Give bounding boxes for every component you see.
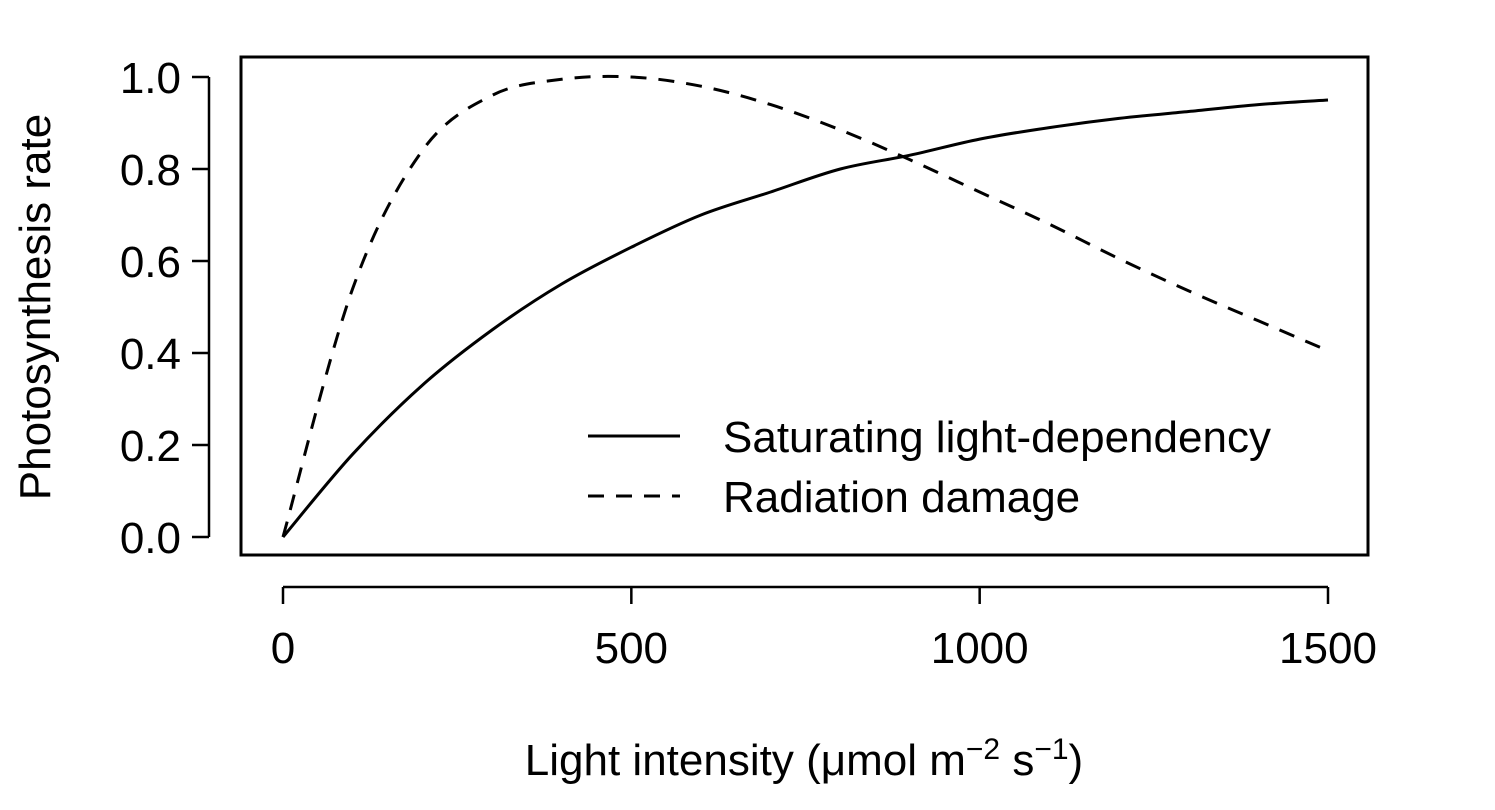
y-tick-label: 0.8 bbox=[120, 146, 181, 195]
series-line-saturating bbox=[281, 98, 1329, 538]
y-tick-label: 0.4 bbox=[120, 330, 181, 379]
legend: Saturating light-dependency Radiation da… bbox=[588, 413, 1271, 522]
series-line-radiation-damage bbox=[281, 74, 1329, 538]
plot-frame bbox=[239, 55, 1370, 557]
legend-label-saturating: Saturating light-dependency bbox=[723, 413, 1271, 462]
y-tick-label: 0.6 bbox=[120, 238, 181, 287]
y-tick-label: 0.2 bbox=[120, 422, 181, 471]
series-layer bbox=[281, 74, 1329, 538]
y-axis-title: Photosynthesis rate bbox=[11, 114, 60, 500]
x-axis: 0 500 1000 1500 bbox=[271, 585, 1377, 673]
y-tick-label: 1.0 bbox=[120, 54, 181, 103]
x-axis-title: Light intensity (μmol m−2 s−1) bbox=[525, 733, 1083, 785]
x-tick-label: 1500 bbox=[1279, 624, 1377, 673]
y-tick-label: 0.0 bbox=[120, 514, 181, 563]
x-tick-label: 500 bbox=[595, 624, 668, 673]
y-axis: 0.0 0.2 0.4 0.6 0.8 1.0 bbox=[120, 54, 211, 563]
x-tick-label: 0 bbox=[271, 624, 295, 673]
legend-label-radiation: Radiation damage bbox=[723, 473, 1080, 522]
x-tick-label: 1000 bbox=[931, 624, 1029, 673]
